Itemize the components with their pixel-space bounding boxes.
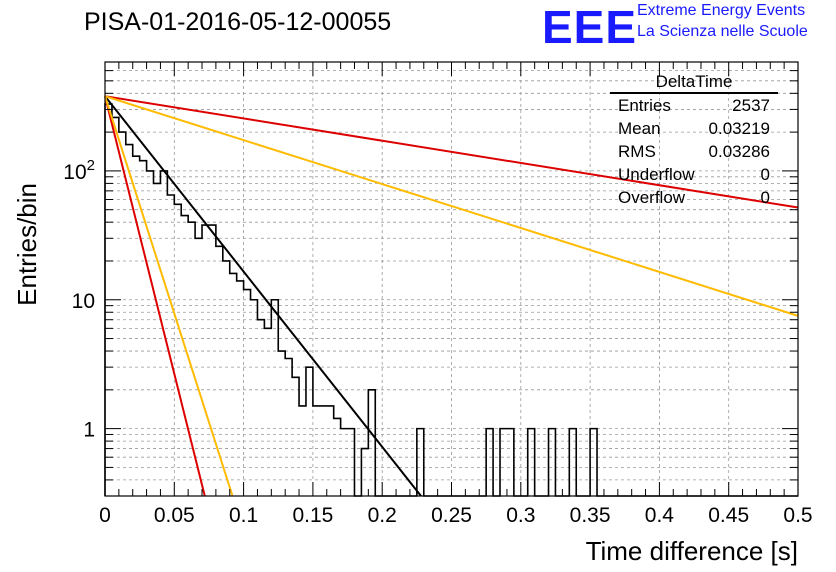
y-tick-label: 10 xyxy=(72,290,95,313)
fit-curve xyxy=(104,95,799,209)
y-tick-labels: 1 10 102 xyxy=(63,157,95,442)
x-tick-label: 0.25 xyxy=(431,504,472,527)
stats-label: Underflow xyxy=(618,165,695,184)
x-tick-label: 0.5 xyxy=(783,504,812,527)
fit-curve xyxy=(104,95,206,497)
fit-curve xyxy=(104,95,799,317)
stats-title: DeltaTime xyxy=(610,72,778,94)
org-name: Extreme Energy Events xyxy=(637,2,806,19)
x-tick-label: 0.3 xyxy=(506,504,535,527)
stats-label: RMS xyxy=(618,142,656,161)
stats-value: 0 xyxy=(760,165,770,184)
stats-label: Entries xyxy=(618,96,671,115)
x-tick-label: 0.1 xyxy=(229,504,258,527)
stats-label: Overflow xyxy=(618,188,686,207)
stats-row: Entries 2537 xyxy=(610,94,778,117)
stats-value: 0 xyxy=(760,188,770,207)
stats-label: Mean xyxy=(618,119,661,138)
fit-curve xyxy=(104,95,422,497)
fit-curves xyxy=(104,95,799,497)
x-tick-label: 0.4 xyxy=(645,504,675,527)
stats-value: 0.03286 xyxy=(708,142,770,161)
x-tick-label: 0.45 xyxy=(708,504,749,527)
org-subtitle: La Scienza nelle Scuole xyxy=(637,23,808,40)
x-tick-label: 0.2 xyxy=(368,504,397,527)
x-tick-label: 0 xyxy=(99,504,111,527)
stats-row: Mean 0.03219 xyxy=(610,117,778,140)
x-axis-label: Time difference [s] xyxy=(586,536,798,566)
fit-curve xyxy=(104,95,234,497)
x-tick-label: 0.05 xyxy=(154,504,195,527)
stats-box: DeltaTime Entries 2537 Mean 0.03219 RMS 0.0… xyxy=(610,72,778,209)
stats-row: Overflow 0 xyxy=(610,186,778,209)
y-tick-label: 102 xyxy=(63,157,95,184)
stats-row: RMS 0.03286 xyxy=(610,140,778,163)
stats-row: Underflow 0 xyxy=(610,163,778,186)
stats-value: 2537 xyxy=(732,96,770,115)
x-tick-labels: 0 0.05 0.1 0.15 0.2 0.25 0.3 0.35 0.4 0.45 0.5 xyxy=(99,504,812,527)
y-tick-label: 1 xyxy=(83,419,95,442)
x-tick-label: 0.35 xyxy=(570,504,611,527)
x-tick-label: 0.15 xyxy=(292,504,333,527)
stats-value: 0.03219 xyxy=(708,119,770,138)
axis-ticks xyxy=(104,61,799,497)
eee-logo: EEE xyxy=(542,1,638,53)
y-axis-label: Entries/bin xyxy=(12,183,42,306)
run-title: PISA-01-2016-05-12-00055 xyxy=(84,8,392,36)
